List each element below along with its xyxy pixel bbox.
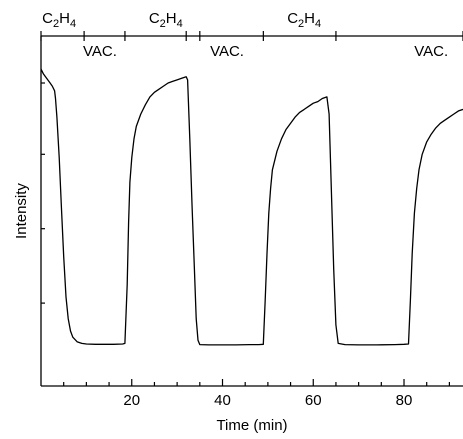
- phase-label-vac: VAC.: [210, 43, 244, 60]
- x-axis-ticks: 20 40 60 80: [63, 379, 450, 409]
- phase-labels: C2H4 VAC. C2H4 VAC. C2H4 VAC.: [42, 10, 448, 60]
- phase-label-vac: VAC.: [83, 43, 117, 60]
- y-axis-label: Intensity: [13, 183, 30, 239]
- phase-label-c2h4: C2H4: [42, 10, 76, 30]
- x-axis-label: Time (min): [216, 417, 287, 434]
- x-tick-label: 40: [214, 392, 231, 409]
- phase-label-c2h4: C2H4: [287, 10, 321, 30]
- phase-marker-ticks: [40, 31, 463, 41]
- x-tick-label: 80: [396, 392, 413, 409]
- x-tick-label: 60: [305, 392, 322, 409]
- phase-label-c2h4: C2H4: [149, 10, 183, 30]
- intensity-series-line: [40, 68, 463, 346]
- phase-label-vac: VAC.: [414, 43, 448, 60]
- x-tick-label: 20: [123, 392, 140, 409]
- y-axis-ticks: [41, 82, 45, 304]
